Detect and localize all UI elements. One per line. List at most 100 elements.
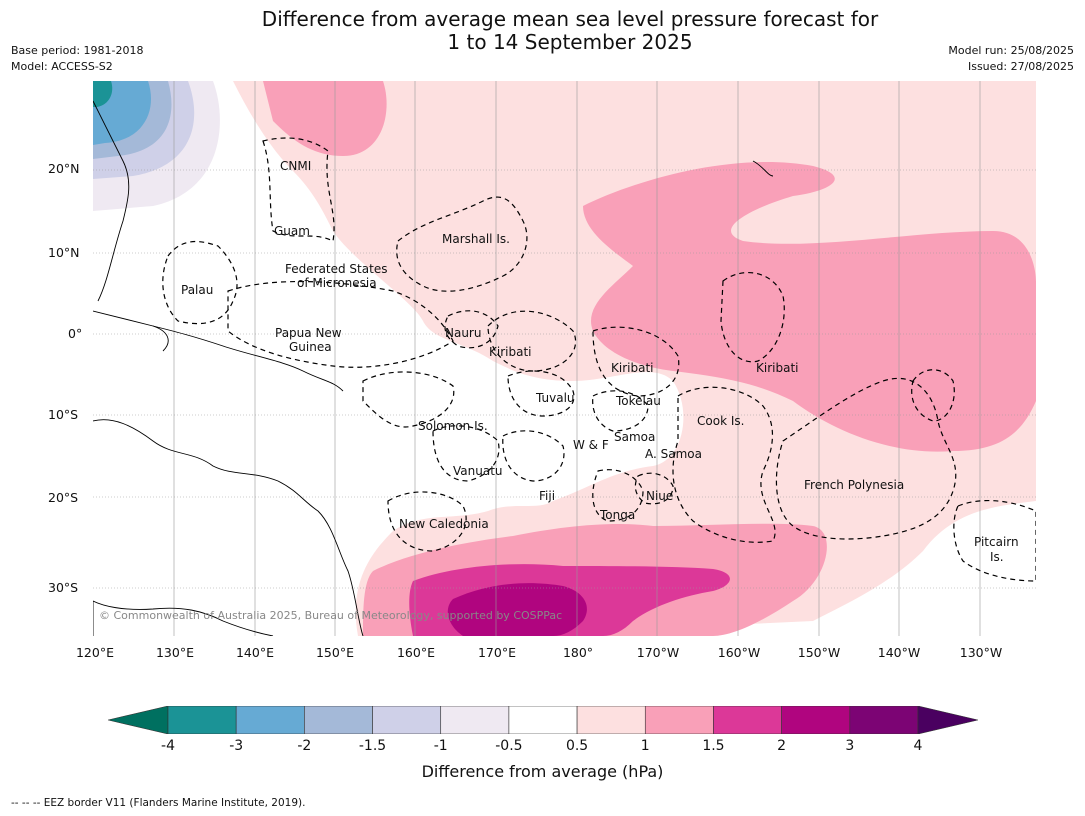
eez-legend-footer: -- -- -- EEZ border V11 (Flanders Marine… (11, 797, 306, 809)
model-run: Model run: 25/08/2025 (948, 44, 1074, 57)
colorbar-segment (304, 706, 373, 734)
eez-pitcairn (953, 499, 1036, 582)
label-cnmi: CNMI (280, 159, 312, 173)
colorbar-tick-label: -2 (297, 738, 312, 754)
label-kiribati-east: Kiribati (756, 361, 799, 375)
lon-label-160e: 160°E (396, 645, 435, 660)
label-marshall-islands: Marshall Is. (442, 232, 510, 246)
copyright-notice: © Commonwealth of Australia 2025, Bureau… (99, 609, 563, 622)
eez-cook (672, 386, 776, 543)
eez-solomon (362, 371, 455, 428)
label-palau: Palau (181, 283, 214, 297)
label-guam: Guam (274, 224, 310, 238)
lon-label-150e: 150°E (315, 645, 354, 660)
gridlines (93, 81, 1036, 636)
label-solomon-islands: Solomon Is. (418, 419, 488, 433)
eez-marquesas (911, 369, 955, 422)
model-name: Model: ACCESS-S2 (11, 60, 113, 73)
lat-label-10s: 10°S (48, 407, 79, 422)
eez-kiribati-east (720, 272, 785, 363)
label-pitcairn-line1: Pitcairn (974, 535, 1019, 549)
lon-label-160w: 160°W (717, 645, 761, 660)
lat-label-10n: 10°N (48, 245, 80, 260)
colorbar-tick-label: 1.5 (702, 738, 725, 754)
colorbar-tick-label: 2 (777, 738, 787, 754)
meta-right: Model run: 25/08/2025 Issued: 27/08/2025 (948, 43, 1074, 75)
title-line-1: Difference from average mean sea level p… (261, 7, 879, 31)
colorbar-tick-label: 4 (913, 738, 923, 754)
colorbar-segment (440, 706, 510, 734)
colorbar-tick-label: -3 (229, 738, 244, 754)
anomaly-pos-1-east (583, 161, 1036, 452)
lon-label-130w: 130°W (959, 645, 1003, 660)
eez-tonga (592, 469, 644, 522)
lon-label-140w: 140°W (877, 645, 921, 660)
label-tuvalu: Tuvalu (536, 391, 575, 405)
colorbar-tick-label: 0.5 (565, 738, 589, 754)
colorbar-segment (781, 706, 851, 734)
colorbar-segment (235, 706, 305, 734)
eez-tuvalu (507, 370, 575, 417)
colorbar-label: Difference from average (hPa) (421, 762, 664, 781)
australia-coast (93, 419, 364, 636)
pressure-anomaly-map: © Commonwealth of Australia 2025, Bureau… (93, 81, 1036, 636)
lat-label-eq: 0° (68, 326, 83, 341)
colorbar-segment (576, 706, 646, 734)
label-french-polynesia: French Polynesia (804, 478, 905, 492)
lat-label-20n: 20°N (48, 161, 80, 176)
eez-cnmi (262, 137, 335, 242)
label-png-line2: Guinea (289, 340, 332, 354)
label-vanuatu: Vanuatu (453, 464, 503, 478)
label-fsm-line1: Federated States (285, 262, 388, 276)
anomaly-pos-1-north (263, 81, 387, 156)
colorbar-segment (713, 706, 782, 734)
map-canvas (93, 81, 1036, 636)
eez-micronesia (227, 280, 454, 368)
title-line-2: 1 to 14 September 2025 (447, 30, 693, 54)
lat-label-30s: 30°S (48, 580, 79, 595)
lon-label-130e: 130°E (155, 645, 194, 660)
label-niue: Niue (646, 489, 674, 503)
colorbar-tick-label: -0.5 (495, 738, 523, 754)
label-wallis-futuna: W & F (573, 438, 609, 452)
colorbar-tick-label: -1 (433, 738, 448, 754)
indonesia-coast (93, 310, 169, 352)
colorbar-tick-label: 1 (640, 738, 650, 754)
colorbar-segment (372, 706, 442, 734)
eez-borders (162, 137, 1036, 582)
lon-label-140e: 140°E (235, 645, 274, 660)
colorbar-tick-label: 3 (845, 738, 855, 754)
label-tonga: Tonga (600, 508, 636, 522)
eez-niue (634, 472, 674, 505)
lon-label-120e: 120°E (75, 645, 114, 660)
eez-nauru (444, 310, 499, 349)
issued-date: Issued: 27/08/2025 (967, 60, 1074, 73)
anomaly-neg-3-nw (93, 81, 113, 107)
colorbar-tick-label: -4 (161, 738, 175, 754)
label-pitcairn-line2: Is. (990, 550, 1004, 564)
eez-palau (162, 241, 238, 325)
colorbar-tick-label: -1.5 (358, 738, 387, 754)
lon-label-180: 180° (562, 645, 594, 660)
colorbar-extend-high (917, 706, 978, 734)
eez-kiribati-west (487, 310, 577, 372)
label-nauru: Nauru (445, 326, 482, 340)
label-png-line1: Papua New (275, 326, 342, 340)
australia-south-coast (93, 600, 274, 636)
label-new-caledonia: New Caledonia (399, 517, 489, 531)
label-kiribati-west: Kiribati (489, 345, 532, 359)
eez-marshall (396, 196, 528, 292)
lat-label-20s: 20°S (48, 490, 79, 505)
lon-label-170e: 170°E (477, 645, 516, 660)
colorbar-segment (849, 706, 919, 734)
colorbar-segment (644, 706, 714, 734)
lon-label-170w: 170°W (636, 645, 680, 660)
meta-left: Base period: 1981-2018 Model: ACCESS-S2 (11, 43, 143, 75)
lon-label-150w: 150°W (797, 645, 841, 660)
eez-fiji (502, 430, 565, 482)
coastlines (93, 100, 774, 636)
base-period: Base period: 1981-2018 (11, 44, 144, 57)
label-american-samoa: A. Samoa (645, 447, 702, 461)
eez-tokelau (592, 390, 649, 432)
colorbar-extend-low (108, 706, 169, 734)
